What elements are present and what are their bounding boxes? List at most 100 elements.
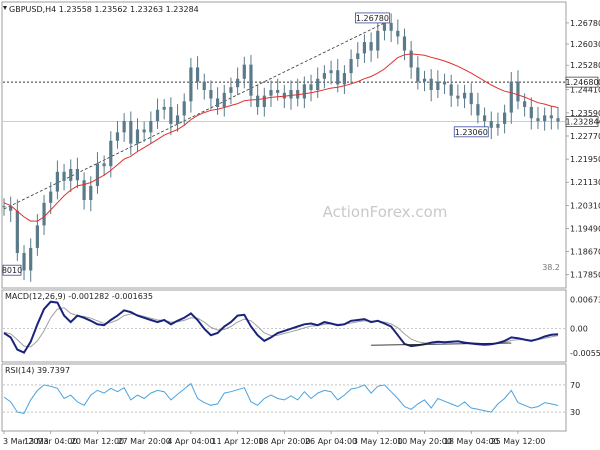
rsi-y-tick-label: 30 (570, 408, 580, 417)
chevron-down-icon (3, 6, 7, 10)
price-candle (55, 171, 59, 192)
price-candle (289, 90, 293, 99)
price-candle (516, 81, 520, 102)
price-candle (22, 253, 26, 271)
price-candle (215, 98, 220, 107)
axis-value-box (565, 116, 599, 127)
price-y-tick-label: 1.25280 (570, 61, 600, 70)
macd-line (3, 300, 559, 354)
macd-panel-frame (1, 289, 567, 363)
price-candle (135, 129, 140, 144)
price-candle (276, 90, 280, 93)
price-candle (309, 84, 313, 91)
x-tick-label: 3 Mar 2023 (3, 437, 49, 446)
price-y-tick-label: 1.23590 (570, 109, 600, 118)
price-candle (149, 121, 153, 133)
price-candle (155, 109, 160, 122)
price-candle (9, 206, 13, 211)
price-candle (503, 112, 507, 124)
rsi-line (3, 382, 559, 414)
annotation-box (453, 126, 489, 138)
annotation-label: 1.23060 (455, 128, 488, 137)
price-candle (436, 81, 440, 91)
annotation-label: 8010 (2, 266, 22, 275)
macd-y-tick-label: 0.00 (570, 325, 588, 334)
price-candle (476, 104, 480, 116)
price-candle (95, 163, 100, 186)
price-trendline (3, 22, 385, 210)
x-tick-label: 11 Apr 12:00 (212, 437, 264, 446)
price-candle (182, 101, 186, 116)
price-candle (422, 78, 427, 82)
price-candle (282, 92, 286, 99)
price-candle (109, 140, 113, 167)
price-y-tick-label: 1.22770 (570, 132, 600, 141)
price-candle (329, 70, 333, 74)
price-y-tick-label: 1.20310 (570, 201, 600, 210)
price-y-tick-label: 1.17850 (570, 271, 600, 280)
price-y-tick-label: 1.26030 (570, 40, 600, 49)
price-candle (256, 95, 260, 107)
price-candle (49, 191, 53, 203)
price-candle (462, 92, 467, 99)
price-candle (409, 50, 413, 68)
price-y-tick-label: 1.21130 (570, 178, 600, 187)
price-candle (296, 90, 300, 99)
x-tick-label: 3 May 12:00 (353, 437, 403, 446)
price-candle (362, 42, 367, 54)
fib-label: 38.2 (542, 263, 560, 272)
x-tick-label: 25 May 12:00 (491, 437, 546, 446)
price-y-tick-label: 1.24410 (570, 86, 600, 95)
price-candle (115, 132, 120, 141)
x-tick-label: 26 Apr 04:00 (305, 437, 357, 446)
price-candle (302, 84, 306, 99)
price-candle (209, 90, 213, 99)
price-candle (322, 73, 326, 79)
price-candle (389, 22, 393, 31)
price-candle (2, 206, 6, 208)
price-candle (142, 129, 146, 133)
price-candle (376, 30, 380, 51)
price-candle (236, 78, 240, 88)
rsi-layer: 70 30 (3, 381, 580, 417)
price-candle (496, 123, 500, 128)
price-candle (222, 92, 226, 107)
price-candle (62, 171, 66, 181)
macd-panel-title: MACD(12,26,9) -0.001282 -0.001635 (5, 292, 153, 301)
price-candle (356, 53, 360, 60)
price-panel-frame (1, 1, 567, 289)
price-candle (242, 64, 246, 79)
price-candle (536, 118, 540, 122)
price-y-tick-label: 1.18670 (570, 248, 600, 257)
price-candle (82, 180, 86, 200)
price-candle (349, 59, 353, 74)
price-candle (195, 67, 200, 82)
x-tick-label: 27 Mar 20:00 (117, 437, 170, 446)
price-candle (162, 106, 166, 110)
price-candle (262, 95, 266, 107)
price-candle (556, 118, 560, 122)
price-candle (129, 121, 133, 144)
price-candle (543, 115, 547, 122)
price-panel-title: GBPUSD,H4 1.23558 1.23562 1.23263 1.2328… (9, 5, 199, 14)
price-candle (75, 168, 80, 181)
price-candle (549, 115, 553, 119)
price-candle (416, 67, 420, 82)
price-candle (402, 36, 407, 51)
price-candle (449, 84, 453, 96)
price-candle (175, 115, 180, 124)
price-candle (169, 106, 173, 124)
macd-trendline (371, 342, 512, 346)
price-candle (316, 78, 320, 91)
x-tick-label: 10 May 20:00 (397, 437, 452, 446)
price-candle (342, 73, 347, 85)
price-candle (336, 70, 340, 85)
price-candle (369, 42, 373, 51)
x-tick-label: 4 Apr 04:00 (167, 437, 214, 446)
price-candle (29, 247, 33, 271)
price-candle (509, 81, 513, 113)
x-tick-label: 13 Mar 04:00 (24, 437, 77, 446)
